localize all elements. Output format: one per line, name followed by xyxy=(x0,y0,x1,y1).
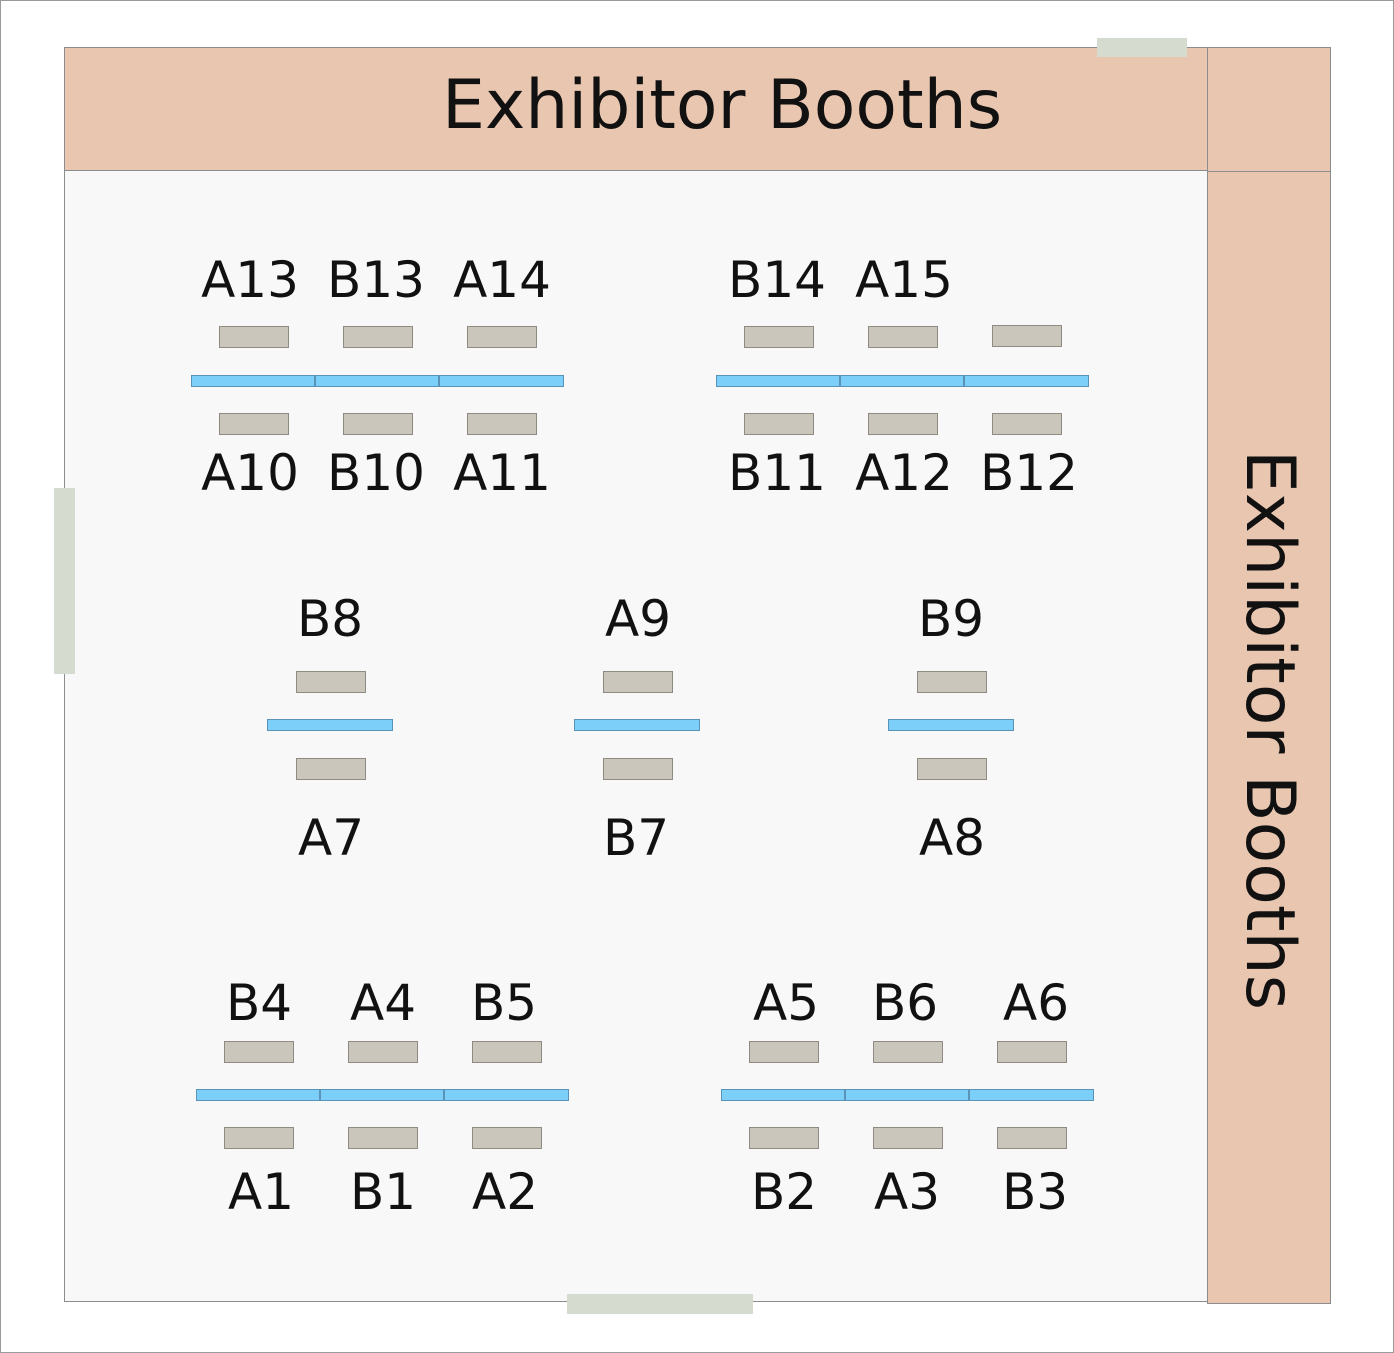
booth-table xyxy=(343,326,413,348)
booth-table xyxy=(917,671,987,693)
door-bottom xyxy=(567,1294,753,1314)
booth-label-a1[interactable]: A1 xyxy=(227,1163,295,1221)
booth-label-a3[interactable]: A3 xyxy=(873,1163,941,1221)
booth-table xyxy=(348,1041,418,1063)
booth-divider xyxy=(845,1089,969,1101)
booth-table xyxy=(224,1127,294,1149)
booth-label-a4[interactable]: A4 xyxy=(349,974,417,1032)
booth-table xyxy=(219,326,289,348)
booth-table xyxy=(868,413,938,435)
booth-table xyxy=(603,671,673,693)
booth-table xyxy=(749,1041,819,1063)
booth-label-b11[interactable]: B11 xyxy=(728,444,826,502)
booth-table xyxy=(873,1041,943,1063)
booth-label-b5[interactable]: B5 xyxy=(470,974,538,1032)
booth-table xyxy=(992,325,1062,347)
booth-table xyxy=(472,1041,542,1063)
booth-table xyxy=(467,413,537,435)
exhibitor-band-right xyxy=(1207,171,1331,1304)
booth-label-b1[interactable]: B1 xyxy=(349,1163,417,1221)
booth-divider xyxy=(888,719,1014,731)
booth-table xyxy=(296,671,366,693)
booth-table xyxy=(467,326,537,348)
booth-label-b8[interactable]: B8 xyxy=(296,590,364,648)
booth-divider xyxy=(320,1089,444,1101)
exhibitor-band-top xyxy=(64,47,1208,171)
booth-label-b3[interactable]: B3 xyxy=(1001,1163,1069,1221)
booth-label-a8[interactable]: A8 xyxy=(918,809,986,867)
top-band-title: Exhibitor Booths xyxy=(442,66,1003,145)
booth-label-a12[interactable]: A12 xyxy=(855,444,953,502)
booth-table xyxy=(744,413,814,435)
booth-table xyxy=(868,326,938,348)
booth-divider xyxy=(439,375,564,387)
booth-label-a6[interactable]: A6 xyxy=(1002,974,1070,1032)
booth-divider xyxy=(315,375,439,387)
booth-label-a10[interactable]: A10 xyxy=(201,444,299,502)
booth-table xyxy=(917,758,987,780)
door-left xyxy=(54,488,75,674)
booth-label-a11[interactable]: A11 xyxy=(453,444,551,502)
booth-label-b2[interactable]: B2 xyxy=(750,1163,818,1221)
booth-label-b10[interactable]: B10 xyxy=(327,444,425,502)
booth-table xyxy=(224,1041,294,1063)
booth-table xyxy=(603,758,673,780)
exhibitor-band-corner xyxy=(1207,47,1331,172)
booth-label-b9[interactable]: B9 xyxy=(917,590,985,648)
booth-label-b14[interactable]: B14 xyxy=(728,251,826,309)
booth-divider xyxy=(969,1089,1094,1101)
booth-label-a7[interactable]: A7 xyxy=(297,809,365,867)
booth-divider xyxy=(444,1089,569,1101)
booth-label-a13[interactable]: A13 xyxy=(201,251,299,309)
booth-label-a2[interactable]: A2 xyxy=(471,1163,539,1221)
booth-label-b4[interactable]: B4 xyxy=(225,974,293,1032)
booth-divider xyxy=(196,1089,320,1101)
booth-table xyxy=(997,1041,1067,1063)
booth-label-b13[interactable]: B13 xyxy=(327,251,425,309)
booth-label-a9[interactable]: A9 xyxy=(604,590,672,648)
booth-label-a14[interactable]: A14 xyxy=(453,251,551,309)
booth-divider xyxy=(964,375,1089,387)
booth-label-b7[interactable]: B7 xyxy=(602,809,670,867)
booth-table xyxy=(348,1127,418,1149)
booth-label-b12[interactable]: B12 xyxy=(980,444,1078,502)
booth-divider xyxy=(840,375,964,387)
booth-table xyxy=(219,413,289,435)
booth-divider xyxy=(191,375,315,387)
booth-label-a5[interactable]: A5 xyxy=(752,974,820,1032)
booth-divider xyxy=(267,719,393,731)
hall-floor xyxy=(64,47,1330,1302)
right-band-title: Exhibitor Booths xyxy=(1230,449,1309,1011)
booth-table xyxy=(472,1127,542,1149)
booth-table xyxy=(873,1127,943,1149)
booth-table xyxy=(343,413,413,435)
booth-table xyxy=(749,1127,819,1149)
booth-divider xyxy=(716,375,840,387)
booth-label-b6[interactable]: B6 xyxy=(871,974,939,1032)
booth-table xyxy=(997,1127,1067,1149)
booth-table xyxy=(992,413,1062,435)
booth-divider xyxy=(574,719,700,731)
booth-table xyxy=(296,758,366,780)
booth-label-a15[interactable]: A15 xyxy=(855,251,953,309)
booth-table xyxy=(744,326,814,348)
booth-divider xyxy=(721,1089,845,1101)
door-top xyxy=(1097,38,1187,57)
